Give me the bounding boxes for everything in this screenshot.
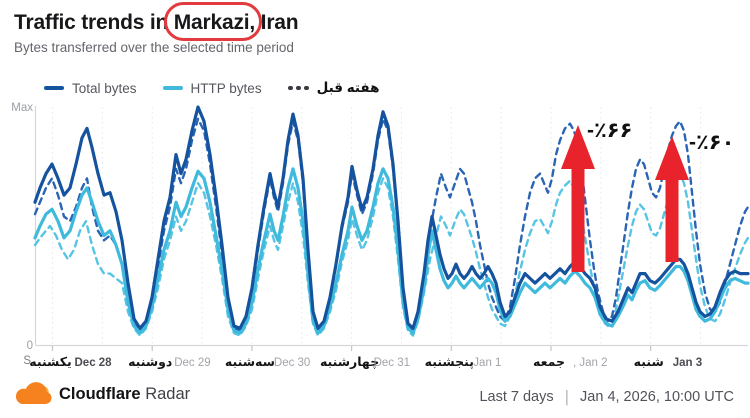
x-axis-labels: یکشنبه Dec 28 دوشنبه Dec 29 سه‌شنبه Dec 30 چها… <box>29 355 702 369</box>
legend-item-http-bytes[interactable]: HTTP bytes <box>162 80 262 96</box>
y-axis-max-label: Max <box>11 102 33 114</box>
x-axis-date-label: Jan 1 <box>473 357 501 369</box>
http-bytes-swatch-icon <box>162 85 183 91</box>
page-title: Traffic trends in Markazi, Iran <box>14 2 299 42</box>
timestamp: Jan 4, 2026, 10:00 UTC <box>580 388 734 405</box>
x-axis-weekday-label: یکشنبه <box>29 355 71 369</box>
separator: | <box>564 387 570 406</box>
series-lines <box>33 105 750 337</box>
total-bytes-swatch-icon <box>44 85 64 91</box>
x-axis-weekday-label: شنبه <box>634 355 664 369</box>
drop-arrow <box>655 136 689 262</box>
legend-label-previous-week: هفته قبل <box>316 80 380 95</box>
brand-text: Cloudflare Radar <box>59 385 191 403</box>
title-prefix: Traffic trends in <box>14 11 174 34</box>
series-line-prev-http <box>33 172 750 337</box>
x-axis-weekday-label: پنجشنبه <box>425 355 474 369</box>
drop-annotations: -٪۶۶ -٪۶۰ <box>561 119 734 272</box>
cloudflare-radar-link[interactable]: Cloudflare Radar <box>14 382 190 407</box>
x-axis-weekday-label: جمعه <box>533 355 565 369</box>
x-axis-weekday-label: سه‌شنبه <box>225 355 275 369</box>
title-suffix: Iran <box>255 11 299 34</box>
series-line-http <box>33 167 750 335</box>
legend-item-total-bytes[interactable]: Total bytes <box>44 81 137 96</box>
header: Traffic trends in Markazi, Iran Bytes tr… <box>14 2 299 56</box>
x-axis-date-label: Dec 31 <box>374 357 410 369</box>
legend-label: Total bytes <box>72 80 137 96</box>
x-axis-weekday-label: چهارشنبه <box>320 355 379 369</box>
series-line-prev-total <box>33 117 750 332</box>
x-axis-date-label: Dec 28 <box>75 357 113 369</box>
x-axis-date-label: Jan 3 <box>673 357 702 369</box>
time-range-info: Last 7 days | Jan 4, 2026, 10:00 UTC <box>479 388 734 405</box>
drop-annotation-label: -٪۶۰ <box>689 131 734 154</box>
x-axis-date-label: Dec 30 <box>274 357 310 369</box>
cloudflare-logo-icon <box>15 382 52 404</box>
legend-label: HTTP bytes <box>190 80 262 96</box>
legend-item-previous-week: هفته قبل <box>287 80 380 96</box>
x-axis-date-label: , Jan 2 <box>573 357 608 369</box>
page-subtitle: Bytes transferred over the selected time… <box>14 40 294 56</box>
drop-annotation-label: -٪۶۶ <box>587 119 632 142</box>
y-axis-zero-label: 0 <box>27 340 33 352</box>
range-label: Last 7 days <box>479 388 554 405</box>
x-axis-date-label: Dec 29 <box>174 357 210 369</box>
drop-arrow <box>561 125 595 272</box>
cropped-axis-label: S <box>23 355 31 367</box>
previous-week-dashed-swatch-icon <box>287 85 309 91</box>
x-axis-weekday-label: دوشنبه <box>128 355 172 369</box>
series-line-total <box>33 105 750 330</box>
footer: Cloudflare Radar Last 7 days | Jan 4, 20… <box>0 376 750 418</box>
title-highlighted-region: Markazi, <box>163 2 263 42</box>
chart-legend: Total bytes HTTP bytes هفته قبل <box>44 80 380 96</box>
axes <box>34 106 748 351</box>
